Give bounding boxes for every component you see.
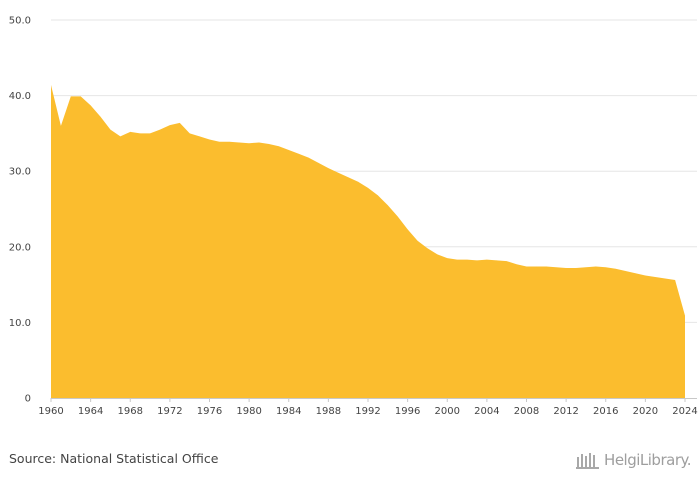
y-tick-label: 40.0 (9, 91, 31, 102)
x-tick-label: 1992 (355, 406, 380, 417)
x-tick-label: 2016 (593, 406, 618, 417)
x-tick-label: 2012 (553, 406, 578, 417)
x-tick-label: 2024 (672, 406, 697, 417)
brand-logo[interactable]: HelgiLibrary. (576, 447, 691, 473)
x-tick-label: 1996 (395, 406, 420, 417)
y-tick-label: 30.0 (9, 167, 31, 178)
y-tick-label: 50.0 (9, 16, 31, 27)
area-series (51, 85, 685, 399)
chart: 0 10.0 20.0 30.0 40.0 50.0 1960 1964 1968 1972 197… (9, 16, 698, 418)
brand-name: HelgiLibrary. (604, 451, 691, 469)
source-note: Source: National Statistical Office (9, 451, 219, 466)
x-tick-label: 1988 (316, 406, 341, 417)
y-tick-label: 10.0 (9, 318, 31, 329)
x-tick-label: 1972 (157, 406, 182, 417)
x-tick-label: 2004 (474, 406, 499, 417)
chart-svg: 0 10.0 20.0 30.0 40.0 50.0 1960 1964 1968 1972 197… (9, 16, 698, 418)
x-tick-label: 2008 (514, 406, 539, 417)
x-tick-label: 1968 (118, 406, 143, 417)
x-tick-label: 1960 (38, 406, 63, 417)
x-tick-label: 2020 (633, 406, 658, 417)
footer: Source: National Statistical Office Helg… (0, 440, 700, 483)
y-tick-label: 20.0 (9, 242, 31, 253)
y-tick-label: 0 (25, 394, 31, 405)
library-icon (576, 450, 600, 470)
x-tick-label: 1964 (78, 406, 103, 417)
x-tick-label: 2000 (435, 406, 460, 417)
x-tick-label: 1980 (236, 406, 261, 417)
x-tick-label: 1976 (197, 406, 222, 417)
x-tick-label: 1984 (276, 406, 301, 417)
